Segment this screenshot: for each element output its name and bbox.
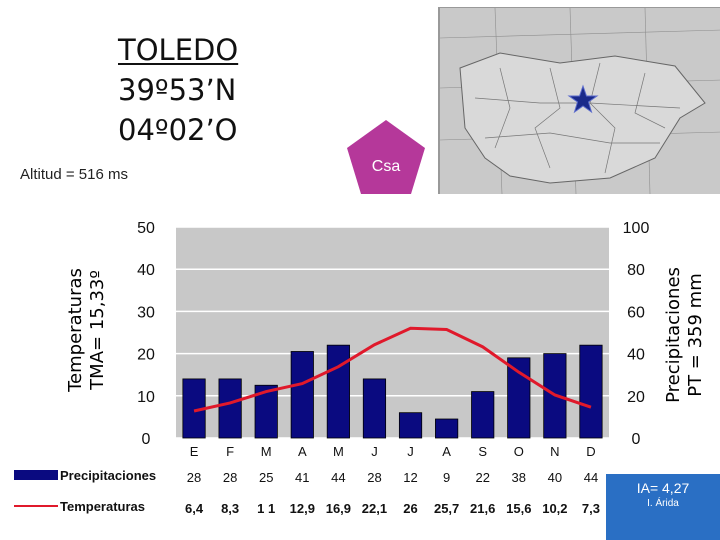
precip-value-label: 40 (548, 470, 562, 485)
left-tick-label: 20 (137, 347, 155, 364)
plot-area (176, 227, 609, 438)
left-tick-label: 0 (142, 431, 151, 448)
month-label: A (298, 444, 307, 459)
legend-table: Precipitaciones Temperaturas 28 28 25 41 44 2… (14, 468, 600, 516)
left-tick-label: 30 (137, 304, 155, 321)
precip-bar (435, 418, 459, 439)
month-label: A (442, 444, 451, 459)
location-map (438, 7, 720, 195)
month-label: F (226, 444, 234, 459)
precip-bar (218, 378, 242, 439)
precip-value-label: 44 (584, 470, 598, 485)
month-label: J (407, 444, 414, 459)
month-label: M (261, 444, 272, 459)
legend-precip-label: Precipitaciones (60, 468, 156, 483)
right-tick-label: 20 (627, 389, 645, 406)
precip-bar (290, 351, 314, 439)
right-tick-label: 60 (627, 304, 645, 321)
precip-bar (471, 391, 495, 439)
right-axis-ticks: 0 20 40 60 80 100 (623, 220, 650, 448)
left-axis-title-line1: Temperaturas (65, 268, 86, 393)
left-tick-label: 10 (137, 389, 155, 406)
temp-value-label: 7,3 (582, 501, 600, 516)
precip-value-label: 12 (403, 470, 417, 485)
precip-value-label: 22 (475, 470, 489, 485)
right-axis-title-line1: Precipitaciones (663, 267, 684, 403)
precip-value-label: 41 (295, 470, 309, 485)
aridity-index: IA= 4,27 (636, 480, 690, 496)
climate-type-badge: Csa (347, 120, 425, 194)
aridity-box: IA= 4,27 I. Árida (606, 474, 720, 540)
precip-value-label: 28 (367, 470, 381, 485)
legend-temp-label: Temperaturas (60, 499, 145, 514)
legend-bar-swatch (14, 470, 58, 480)
station-latitude: 39º53’N (118, 73, 237, 107)
precip-bar (579, 344, 603, 439)
precip-value-label: 44 (331, 470, 345, 485)
pentagon-shape (347, 120, 425, 194)
right-tick-label: 80 (627, 262, 645, 279)
altitude-label: Altitud = 516 ms (20, 166, 128, 183)
precip-value-label: 9 (443, 470, 450, 485)
location-star-icon (567, 84, 599, 114)
map-image (439, 7, 720, 195)
temp-values-row: 6,4 8,3 1 1 12,9 16,9 22,1 26 25,7 21,6 15,6 10,2 7… (185, 501, 600, 516)
precip-bar (326, 344, 350, 439)
station-longitude: 04º02’O (118, 113, 238, 147)
left-axis-title-line2: TMA= 15,33º (87, 270, 108, 391)
right-axis-title-line2: PT = 359 mm (685, 273, 706, 397)
temp-value-label: 8,3 (221, 501, 239, 516)
precip-value-label: 38 (512, 470, 526, 485)
right-tick-label: 40 (627, 347, 645, 364)
left-axis-ticks: 0 10 20 30 40 50 (137, 220, 155, 448)
aridity-class: I. Árida (647, 498, 679, 509)
month-label: E (190, 444, 199, 459)
precip-value-label: 28 (187, 470, 201, 485)
temp-value-label: 10,2 (542, 501, 567, 516)
temp-value-label: 12,9 (290, 501, 315, 516)
precip-bar (507, 357, 531, 439)
temperature-line (193, 326, 592, 413)
temp-value-label: 21,6 (470, 501, 495, 516)
temp-value-label: 15,6 (506, 501, 531, 516)
climate-code: Csa (372, 158, 401, 175)
precip-value-label: 28 (223, 470, 237, 485)
temp-value-label: 16,9 (326, 501, 351, 516)
climate-chart: 0 10 20 30 40 50 0 20 40 60 80 100 E F M A M J J A S O N D Te… (14, 220, 706, 516)
month-label: O (514, 444, 524, 459)
left-axis-title: Temperaturas TMA= 15,33º (65, 268, 108, 393)
temp-value-label: 1 1 (257, 501, 275, 516)
precip-values-row: 28 28 25 41 44 28 12 9 22 38 40 44 (187, 470, 598, 485)
right-axis-title: Precipitaciones PT = 359 mm (663, 267, 706, 403)
month-label: M (333, 444, 344, 459)
precip-bar (398, 412, 423, 439)
gridlines (176, 226, 609, 439)
temp-value-label: 26 (403, 501, 417, 516)
month-label: N (550, 444, 559, 459)
station-title: TOLEDO 39º53’N 04º02’O (118, 30, 288, 150)
right-tick-label: 0 (632, 431, 641, 448)
right-tick-label: 100 (623, 220, 650, 237)
left-tick-label: 40 (137, 262, 155, 279)
temp-value-label: 22,1 (362, 501, 387, 516)
left-tick-label: 50 (137, 220, 155, 237)
temp-value-label: 6,4 (185, 501, 204, 516)
precip-value-label: 25 (259, 470, 273, 485)
precip-bar (362, 378, 387, 439)
month-label: J (371, 444, 378, 459)
precipitation-bars (182, 344, 603, 439)
precip-bar (254, 384, 278, 439)
temp-value-label: 25,7 (434, 501, 459, 516)
month-label: S (478, 444, 487, 459)
month-label: D (586, 444, 595, 459)
station-name: TOLEDO (118, 33, 239, 67)
